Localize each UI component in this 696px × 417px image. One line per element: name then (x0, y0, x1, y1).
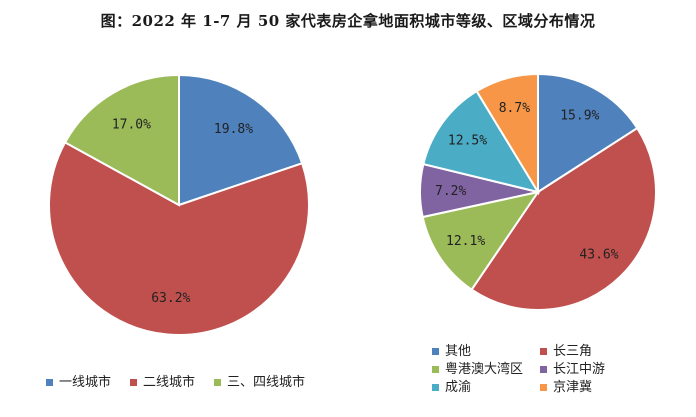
legend-swatch (540, 384, 547, 391)
data-label: 12.5% (448, 134, 487, 149)
data-label: 15.9% (560, 108, 599, 123)
pie-slice (537, 72, 639, 194)
data-label: 63.2% (151, 291, 190, 306)
chart-title: 图：2022 年 1-7 月 50 家代表房企拿地面积城市等级、区域分布情况 (100, 12, 596, 30)
pie-slice (475, 72, 539, 196)
legend-swatch (46, 379, 53, 386)
data-label: 19.8% (214, 122, 253, 137)
legend-swatch (432, 348, 439, 355)
pie-slice (421, 190, 541, 291)
pie-chart-region: 15.9% 43.6% 12.1% 7.2% 12.5% 8.7% (419, 72, 657, 312)
legend-swatch (540, 348, 547, 355)
pie-slice (47, 141, 310, 336)
data-label: 7.2% (435, 184, 466, 199)
legend-swatch (540, 366, 547, 373)
legend-city-tier: 一线城市 二线城市 三、四线城市 (46, 374, 305, 390)
data-label: 12.1% (446, 234, 485, 249)
legend-label: 京津冀 (553, 379, 592, 395)
legend-swatch (130, 379, 137, 386)
legend-label: 二线城市 (143, 374, 195, 390)
legend-label: 一线城市 (59, 374, 111, 390)
legend-label: 成渝 (445, 379, 471, 395)
legend-label: 长三角 (553, 344, 592, 359)
legend-label: 三、四线城市 (227, 374, 305, 390)
legend-label: 粤港澳大湾区 (445, 361, 523, 377)
data-label: 43.6% (579, 248, 618, 263)
pie-slice (470, 126, 657, 312)
data-label: 8.7% (499, 101, 530, 116)
pie-chart-city-tier: 19.8% 63.2% 17.0% (47, 73, 310, 336)
pie-slice (63, 73, 180, 207)
legend-label: 其他 (445, 344, 471, 359)
data-label: 17.0% (112, 117, 151, 132)
legend-swatch (214, 379, 221, 386)
legend-swatch (432, 366, 439, 373)
legend-swatch (432, 384, 439, 391)
pie-slice (178, 73, 304, 207)
pie-slice (422, 89, 541, 194)
legend-label: 长江中游 (553, 362, 605, 377)
